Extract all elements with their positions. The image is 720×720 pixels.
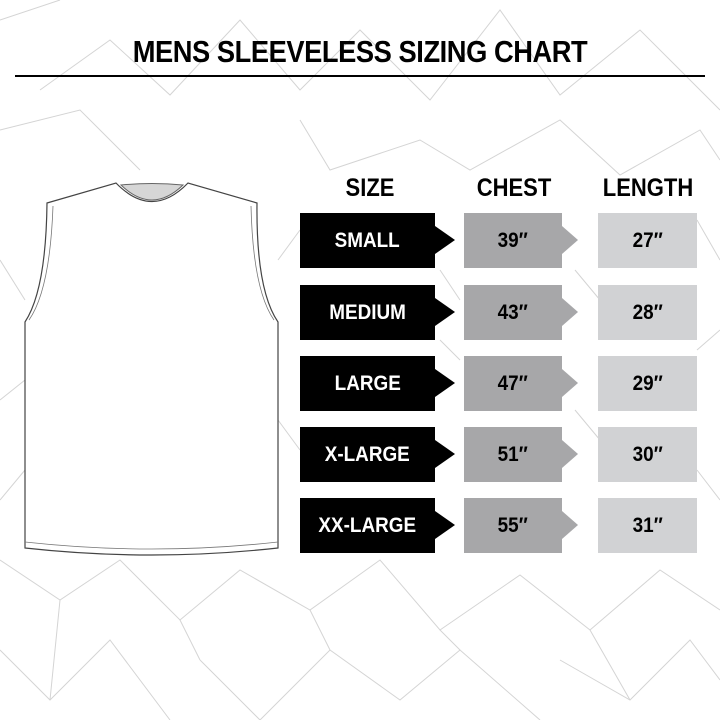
chest-cell-text: 39″ (497, 228, 529, 252)
title-divider (15, 75, 705, 77)
chest-arrow (562, 226, 578, 254)
chest-cell: 39″ (464, 213, 562, 268)
length-cell-text: 27″ (632, 228, 663, 252)
header-chest: CHEST (476, 174, 552, 202)
size-cell-text: XX-LARGE (318, 513, 417, 537)
header-length: LENGTH (602, 174, 694, 202)
size-cell: XX-LARGE (300, 498, 435, 553)
chest-cell: 47″ (464, 356, 562, 411)
size-arrow (435, 511, 455, 539)
length-cell-text: 28″ (632, 300, 663, 324)
chest-arrow (562, 440, 578, 468)
size-cell: MEDIUM (300, 285, 435, 340)
chest-cell: 43″ (464, 285, 562, 340)
size-cell-text: MEDIUM (329, 300, 406, 324)
length-cell: 27″ (598, 213, 697, 268)
chest-cell-text: 55″ (497, 513, 529, 537)
length-cell: 30″ (598, 427, 697, 482)
size-cell: LARGE (300, 356, 435, 411)
chest-cell: 55″ (464, 498, 562, 553)
length-cell: 28″ (598, 285, 697, 340)
size-arrow (435, 298, 455, 326)
chest-cell-text: 51″ (497, 442, 529, 466)
length-cell: 29″ (598, 356, 697, 411)
chest-cell-text: 47″ (497, 371, 529, 395)
size-cell-text: X-LARGE (324, 442, 411, 466)
size-cell-text: SMALL (334, 228, 401, 252)
length-cell: 31″ (598, 498, 697, 553)
size-arrow (435, 226, 455, 254)
size-arrow (435, 369, 455, 397)
chest-arrow (562, 369, 578, 397)
chest-arrow (562, 511, 578, 539)
length-cell-text: 29″ (632, 371, 663, 395)
chest-arrow (562, 298, 578, 326)
size-cell: X-LARGE (300, 427, 435, 482)
length-cell-text: 30″ (632, 442, 663, 466)
sleeveless-shirt-icon (24, 182, 279, 556)
size-arrow (435, 440, 455, 468)
page-title: MENS SLEEVELESS SIZING CHART (132, 34, 588, 69)
size-cell-text: LARGE (334, 371, 401, 395)
chest-cell-text: 43″ (497, 300, 529, 324)
length-cell-text: 31″ (632, 513, 663, 537)
header-size: SIZE (345, 174, 395, 202)
size-cell: SMALL (300, 213, 435, 268)
chest-cell: 51″ (464, 427, 562, 482)
